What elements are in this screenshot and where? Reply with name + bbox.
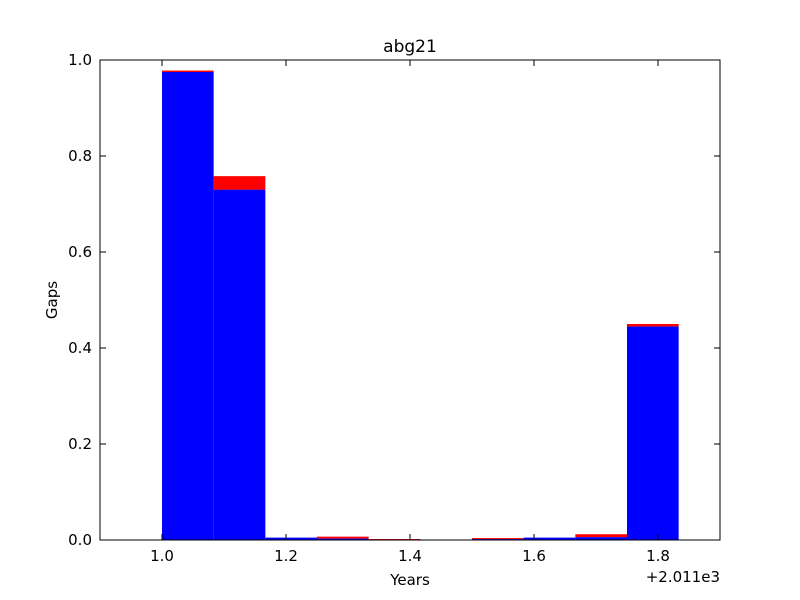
bar-series1-bin1 [213,176,266,190]
y-tick-label-2: 0.4 [68,339,92,357]
bar-series0-bin9 [627,326,679,540]
bar-series0-bin8 [575,537,627,540]
y-axis-label: Gaps [43,281,61,319]
x-tick-label-3: 1.6 [522,547,546,565]
x-tick-label-1: 1.2 [274,547,298,565]
bar-series1-bin6 [472,538,524,540]
y-tick-label-0: 0.0 [68,531,92,549]
bar-series0-bin7 [523,537,576,540]
bar-series1-bin3 [317,536,369,539]
x-tick-label-4: 1.8 [646,547,670,565]
x-axis-label: Years [389,571,430,589]
x-offset-label: +2.011e3 [646,568,720,586]
bar-series1-bin8 [575,534,627,538]
bar-series0-bin2 [265,537,317,540]
y-tick-label-1: 0.2 [68,435,92,453]
bar-series0-bin0 [162,72,214,540]
x-tick-label-0: 1.0 [150,547,174,565]
bar-series0-bin3 [317,538,369,540]
y-tick-label-4: 0.8 [68,147,92,165]
bars-group [162,70,679,541]
bar-series1-bin0 [162,70,214,72]
chart-title: abg21 [383,37,437,57]
y-tick-label-5: 1.0 [68,51,92,69]
bar-series0-bin1 [213,189,266,540]
y-tick-label-3: 0.6 [68,243,92,261]
bar-series1-bin9 [627,324,679,327]
x-tick-label-2: 1.4 [398,547,422,565]
ticks-group: 1.0 1.2 1.4 1.6 1.8 0.0 0.2 0.4 0.6 0.8 1.0 [68,51,720,565]
